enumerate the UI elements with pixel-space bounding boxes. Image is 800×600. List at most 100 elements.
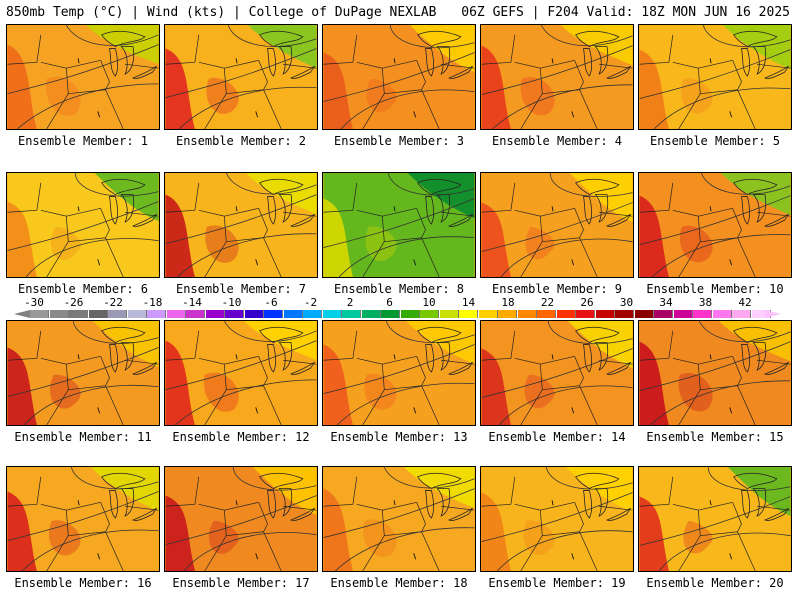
scale-tick-label: 38: [698, 296, 713, 309]
ensemble-caption: Ensemble Member: 15: [646, 430, 784, 444]
ensemble-caption: Ensemble Member: 16: [14, 576, 152, 590]
ensemble-caption: Ensemble Member: 18: [330, 576, 468, 590]
scale-arrow-left-icon: [14, 310, 30, 318]
scale-tick-label: 30: [619, 296, 634, 309]
ensemble-panel-13: [322, 320, 476, 426]
ensemble-caption: Ensemble Member: 19: [488, 576, 626, 590]
scale-swatch: [147, 310, 166, 318]
scale-tick-label: 10: [422, 296, 436, 309]
scale-swatch: [712, 310, 732, 318]
scale-swatch: [439, 310, 459, 318]
scale-swatch: [654, 310, 673, 318]
scale-tick-label: 2: [346, 296, 354, 309]
scale-swatch: [264, 310, 283, 318]
map-14: [481, 321, 633, 425]
ensemble-caption: Ensemble Member: 1: [17, 134, 149, 148]
ensemble-caption: Ensemble Member: 13: [330, 430, 468, 444]
scale-swatch: [244, 310, 264, 318]
ensemble-caption: Ensemble Member: 9: [491, 282, 623, 296]
scale-swatch: [693, 310, 712, 318]
map-16: [7, 467, 159, 571]
map-2: [165, 25, 317, 129]
map-11: [7, 321, 159, 425]
ensemble-panel-10: [638, 172, 792, 278]
ensemble-caption: Ensemble Member: 10: [646, 282, 784, 296]
scale-swatch: [322, 310, 342, 318]
scale-swatch: [166, 310, 186, 318]
scale-swatch: [205, 310, 225, 318]
scale-swatch: [342, 310, 361, 318]
scale-swatch: [556, 310, 576, 318]
scale-swatch: [283, 310, 303, 318]
ensemble-caption: Ensemble Member: 20: [646, 576, 784, 590]
ensemble-panel-12: [164, 320, 318, 426]
scale-swatch: [420, 310, 439, 318]
ensemble-panel-14: [480, 320, 634, 426]
scale-tick-label: -26: [63, 296, 84, 309]
scale-swatch: [400, 310, 420, 318]
scale-tick-label: 18: [501, 296, 515, 309]
map-8: [323, 173, 475, 277]
color-scale-bar: [30, 310, 771, 318]
scale-swatch: [381, 310, 400, 318]
scale-tick-label: 34: [659, 296, 673, 309]
scale-tick-label: -30: [24, 296, 44, 309]
ensemble-caption: Ensemble Member: 5: [649, 134, 781, 148]
ensemble-panel-17: [164, 466, 318, 572]
scale-tick-label: -10: [221, 296, 242, 309]
ensemble-panel-18: [322, 466, 476, 572]
scale-swatch: [30, 310, 49, 318]
ensemble-panel-9: [480, 172, 634, 278]
map-3: [323, 25, 475, 129]
scale-swatch: [478, 310, 498, 318]
map-12: [165, 321, 317, 425]
ensemble-caption: Ensemble Member: 8: [333, 282, 465, 296]
scale-swatch: [732, 310, 751, 318]
color-scale-labels: -30 -26 -22 -18 -14 -10 -6 -2 2 6 10 14 18 22 26 30 34 38…: [0, 296, 800, 309]
scale-swatch: [69, 310, 88, 318]
ensemble-panel-7: [164, 172, 318, 278]
scale-tick-label: -6: [264, 296, 278, 309]
scale-tick-label: -22: [103, 296, 123, 309]
ensemble-caption: Ensemble Member: 6: [17, 282, 149, 296]
scale-swatch: [576, 310, 595, 318]
scale-swatch: [673, 310, 693, 318]
scale-swatch: [88, 310, 108, 318]
scale-swatch: [225, 310, 244, 318]
model-run-info: 06Z GEFS | F204 Valid: 18Z MON JUN 16 20…: [461, 5, 790, 20]
ensemble-caption: Ensemble Member: 2: [175, 134, 307, 148]
map-4: [481, 25, 633, 129]
scale-tick-label: -14: [182, 296, 202, 309]
scale-swatch: [459, 310, 478, 318]
ensemble-caption: Ensemble Member: 4: [491, 134, 623, 148]
scale-swatch: [537, 310, 556, 318]
map-10: [639, 173, 791, 277]
map-18: [323, 467, 475, 571]
scale-swatch: [361, 310, 381, 318]
ensemble-panel-3: [322, 24, 476, 130]
ensemble-panel-5: [638, 24, 792, 130]
scale-swatch: [303, 310, 322, 318]
scale-swatch: [595, 310, 615, 318]
map-title: 850mb Temp (°C) | Wind (kts) | College o…: [6, 5, 437, 20]
map-5: [639, 25, 791, 129]
scale-tick-label: 42: [738, 296, 752, 309]
scale-swatch: [615, 310, 634, 318]
map-19: [481, 467, 633, 571]
map-6: [7, 173, 159, 277]
scale-tick-label: -2: [303, 296, 318, 309]
map-17: [165, 467, 317, 571]
map-13: [323, 321, 475, 425]
ensemble-panel-4: [480, 24, 634, 130]
scale-swatch: [108, 310, 127, 318]
scale-swatch: [517, 310, 537, 318]
scale-tick-label: 14: [461, 296, 476, 309]
scale-swatch: [127, 310, 147, 318]
ensemble-caption: Ensemble Member: 3: [333, 134, 465, 148]
ensemble-panel-1: [6, 24, 160, 130]
ensemble-caption: Ensemble Member: 7: [175, 282, 307, 296]
scale-tick-label: 22: [540, 296, 555, 309]
scale-arrow-right-icon: [765, 310, 781, 318]
ensemble-caption: Ensemble Member: 17: [172, 576, 310, 590]
map-1: [7, 25, 159, 129]
